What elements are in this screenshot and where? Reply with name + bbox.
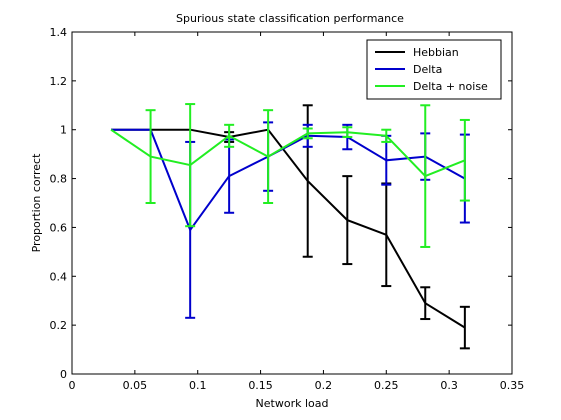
x-tick-label: 0 bbox=[69, 379, 76, 392]
x-tick-label: 0.35 bbox=[500, 379, 525, 392]
x-tick-label: 0.05 bbox=[123, 379, 148, 392]
legend-item: Delta + noise bbox=[375, 80, 488, 93]
x-tick-label: 0.1 bbox=[189, 379, 207, 392]
series-3 bbox=[110, 103, 470, 248]
series-layer bbox=[110, 103, 470, 350]
y-tick-label: 0 bbox=[60, 368, 67, 381]
legend-label: Hebbian bbox=[413, 46, 459, 59]
x-tick-label: 0.3 bbox=[440, 379, 458, 392]
series-line bbox=[111, 128, 466, 232]
y-tick-label: 0.8 bbox=[50, 173, 68, 186]
legend-label: Delta + noise bbox=[413, 80, 488, 93]
x-tick-label: 0.2 bbox=[315, 379, 333, 392]
y-tick-label: 1.2 bbox=[50, 75, 68, 88]
y-tick-label: 1 bbox=[60, 124, 67, 137]
y-tick-label: 0.2 bbox=[50, 319, 68, 332]
y-tick-label: 0.6 bbox=[50, 221, 68, 234]
legend-item: Delta bbox=[375, 63, 442, 76]
series-1 bbox=[111, 104, 470, 350]
x-axis: 0 0.05 0.1 0.15 0.2 0.25 0.3 0.35 bbox=[69, 32, 525, 392]
legend-label: Delta bbox=[413, 63, 442, 76]
legend-item: Hebbian bbox=[375, 46, 459, 59]
x-tick-label: 0.15 bbox=[248, 379, 273, 392]
legend: Hebbian Delta Delta + noise bbox=[366, 39, 502, 100]
y-axis-label: Proportion correct bbox=[30, 153, 43, 252]
chart-title: Spurious state classification performanc… bbox=[176, 12, 404, 25]
series-line bbox=[110, 128, 466, 178]
y-axis: 0 0.2 0.4 0.6 0.8 1 1.2 1.4 bbox=[50, 26, 512, 381]
x-axis-label: Network load bbox=[256, 397, 329, 410]
y-tick-label: 0.4 bbox=[50, 270, 68, 283]
y-tick-label: 1.4 bbox=[50, 26, 68, 39]
series-line bbox=[111, 128, 466, 329]
x-tick-label: 0.25 bbox=[374, 379, 399, 392]
